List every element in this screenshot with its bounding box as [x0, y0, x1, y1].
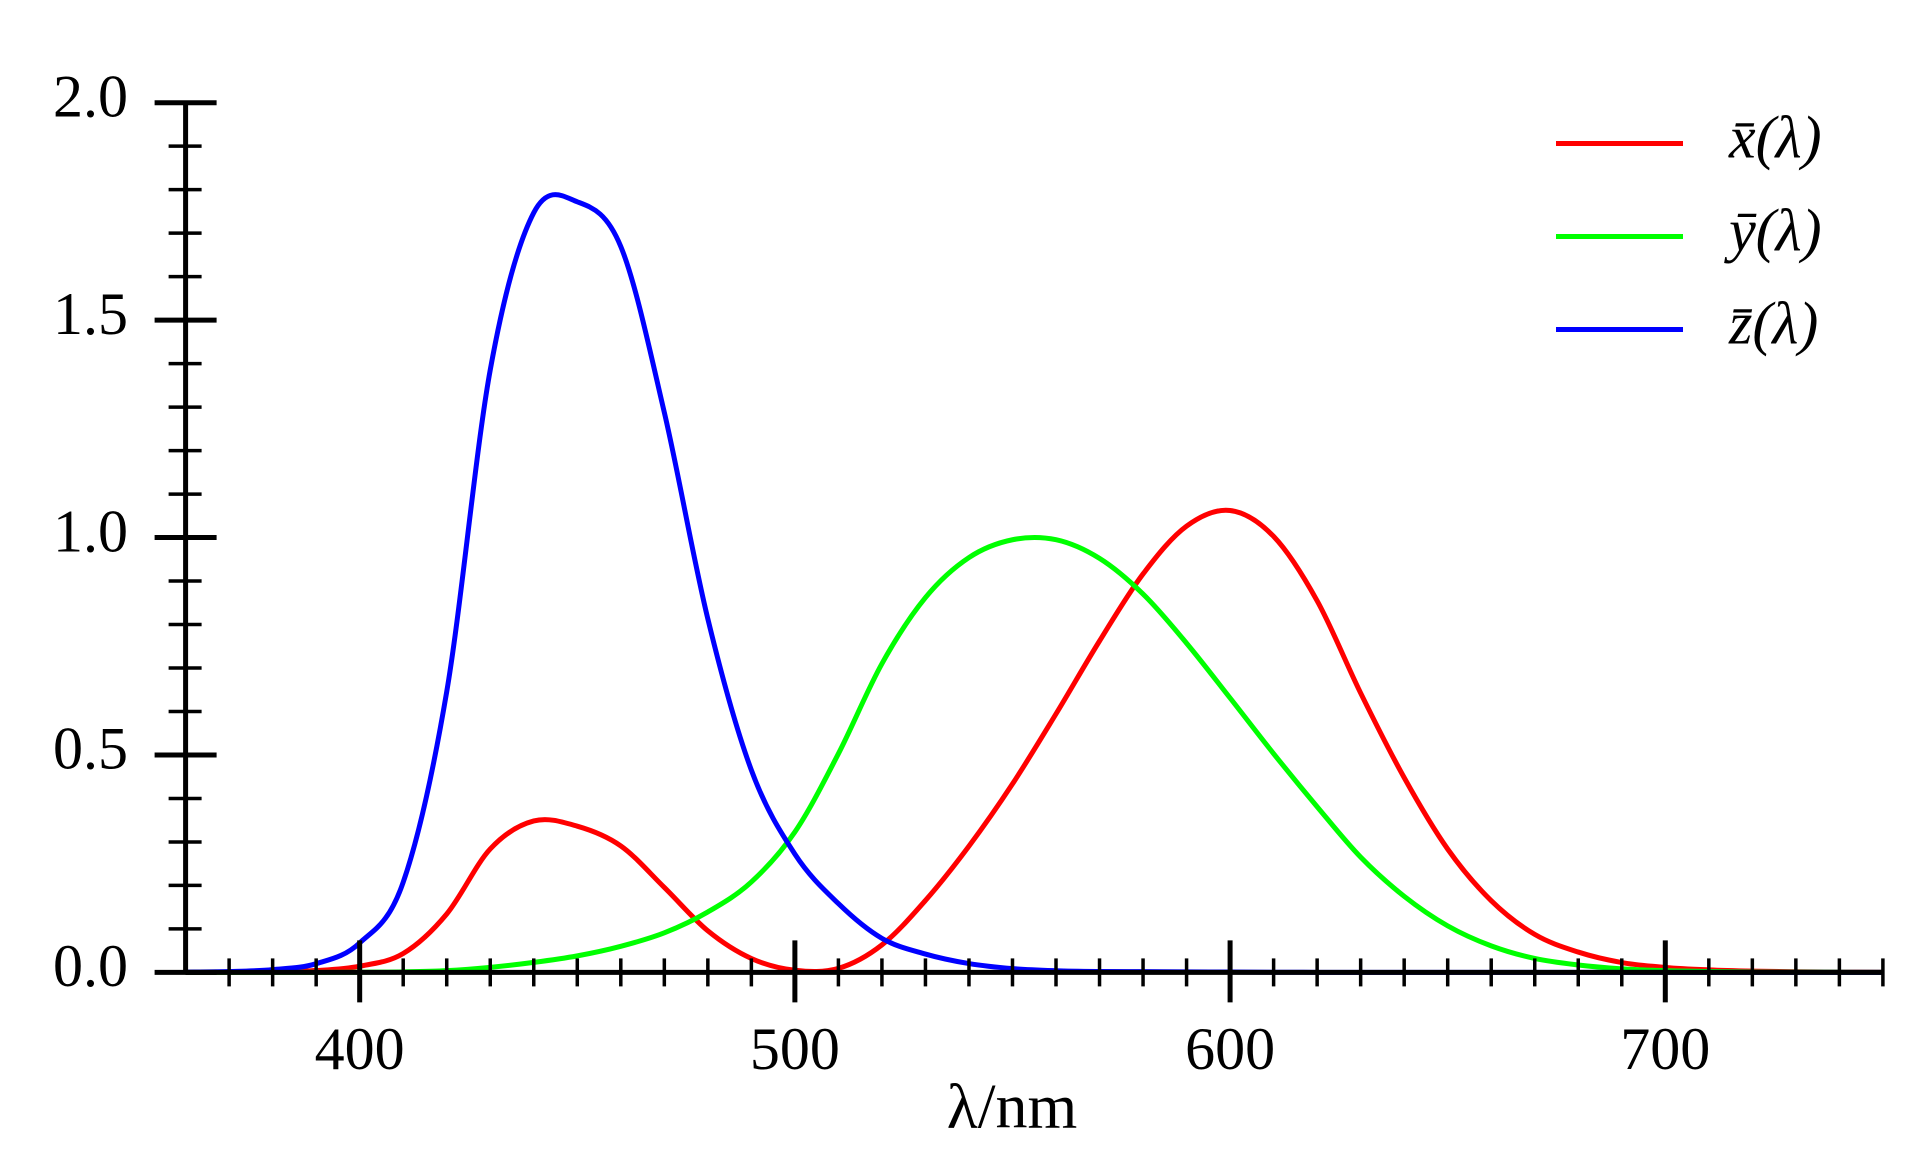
x-tick-label: 600 [1185, 1016, 1275, 1082]
series-line [185, 507, 1883, 975]
y-tick-label: 1.5 [53, 281, 128, 347]
y-tick-label: 1.0 [53, 498, 128, 564]
legend-label: z̄(λ) [1728, 290, 1818, 356]
legend-label: ȳ(λ) [1724, 197, 1822, 263]
x-tick-label: 400 [315, 1016, 405, 1082]
x-tick-label: 700 [1620, 1016, 1710, 1082]
series-line [185, 534, 1883, 975]
y-tick-label: 2.0 [53, 63, 128, 129]
series-line [185, 192, 1883, 975]
x-axis-label: λ/nm [947, 1071, 1078, 1142]
y-tick-label: 0.0 [53, 933, 128, 999]
x-tick-label: 500 [750, 1016, 840, 1082]
legend-label: x̄(λ) [1728, 104, 1822, 170]
y-tick-label: 0.5 [53, 716, 128, 782]
